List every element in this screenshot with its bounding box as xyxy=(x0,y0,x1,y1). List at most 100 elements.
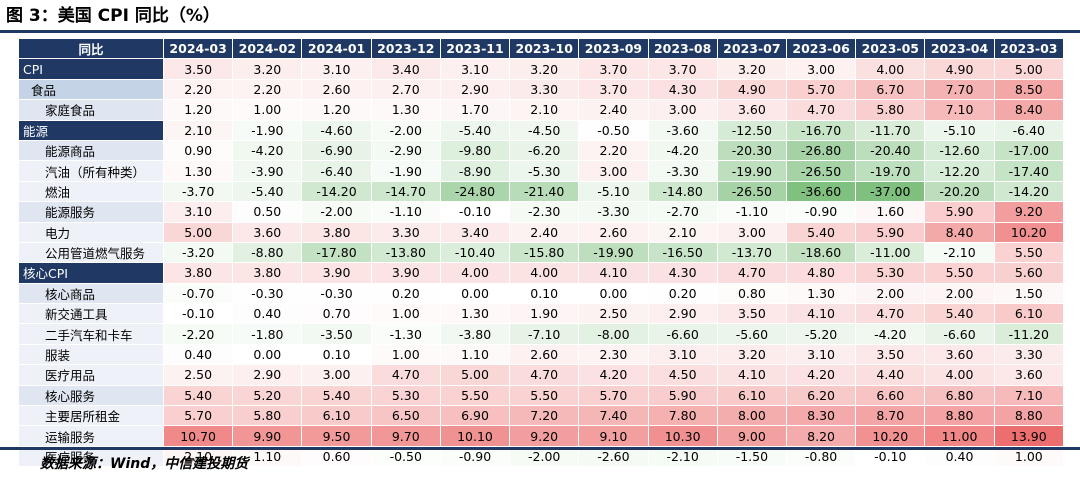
value-cell: -5.40 xyxy=(232,180,303,203)
value-cell: 2.30 xyxy=(578,343,649,366)
value-cell: 3.00 xyxy=(785,58,857,80)
value-cell: 6.90 xyxy=(439,405,511,427)
value-cell: 3.10 xyxy=(439,58,511,80)
value-cell: 2.60 xyxy=(301,78,372,101)
value-cell: -14.20 xyxy=(301,180,372,203)
value-cell: 4.70 xyxy=(509,364,580,386)
row-label: 电力 xyxy=(18,221,164,243)
value-cell: 2.10 xyxy=(509,99,580,121)
value-cell: 5.00 xyxy=(162,221,234,243)
value-cell: 5.90 xyxy=(647,384,718,407)
table-body: CPI 3.50 3.20 3.10 3.40 3.10 3.20 3.70 3.70 3.20 3… xyxy=(18,58,1065,468)
header-row: 同比 2024-03 2024-02 2024-01 2023-12 2023-11 202… xyxy=(18,37,1065,60)
table-row: 能源 2.10 -1.90 -4.60 -2.00 -5.40 -4.50 -0.50 -3.6… xyxy=(18,119,1065,141)
value-cell: 1.30 xyxy=(162,160,234,182)
value-cell: 2.50 xyxy=(578,303,649,325)
value-cell: 1.00 xyxy=(370,303,441,325)
value-cell: -3.20 xyxy=(162,241,234,264)
value-cell: 0.00 xyxy=(232,343,303,366)
table-row: 核心CPI 3.80 3.80 3.90 3.90 4.00 4.00 4.10 4.30 4.7… xyxy=(18,262,1065,284)
value-cell: 10.20 xyxy=(993,221,1065,243)
value-cell: -2.20 xyxy=(162,323,234,345)
value-cell: 0.40 xyxy=(924,445,995,468)
value-cell: -0.10 xyxy=(855,445,926,468)
value-cell: -24.80 xyxy=(439,180,511,203)
value-cell: -3.50 xyxy=(301,323,372,345)
value-cell: 10.70 xyxy=(162,425,234,447)
value-cell: -5.10 xyxy=(924,119,995,141)
value-cell: 5.80 xyxy=(232,405,303,427)
value-cell: 1.30 xyxy=(439,303,511,325)
value-cell: 3.20 xyxy=(232,58,303,80)
value-cell: -4.20 xyxy=(647,139,718,162)
column-header-2023-09: 2023-09 xyxy=(578,37,649,60)
value-cell: -7.10 xyxy=(509,323,580,345)
value-cell: 3.00 xyxy=(301,364,372,386)
table-row: 二手汽车和卡车 -2.20 -1.80 -3.50 -1.30 -3.80 -7.10 -8.… xyxy=(18,323,1065,345)
row-label: 新交通工具 xyxy=(18,303,164,325)
value-cell: -10.40 xyxy=(439,241,511,264)
value-cell: -19.70 xyxy=(855,160,926,182)
value-cell: -1.10 xyxy=(370,201,441,223)
cpi-yoy-table: 同比 2024-03 2024-02 2024-01 2023-12 2023-11 202… xyxy=(18,37,1065,468)
value-cell: 8.40 xyxy=(993,99,1065,121)
value-cell: -26.50 xyxy=(716,180,787,203)
value-cell: 3.10 xyxy=(647,343,718,366)
value-cell: 10.20 xyxy=(855,425,926,447)
value-cell: 5.30 xyxy=(370,384,441,407)
value-cell: -26.50 xyxy=(785,160,857,182)
row-label: 核心CPI xyxy=(18,262,164,284)
row-label: 能源商品 xyxy=(18,139,164,162)
value-cell: 6.10 xyxy=(993,303,1065,325)
table-row: CPI 3.50 3.20 3.10 3.40 3.10 3.20 3.70 3.70 3.20 3… xyxy=(18,58,1065,80)
value-cell: 3.20 xyxy=(716,343,787,366)
table-row: 燃油 -3.70 -5.40 -14.20 -14.70 -24.80 -21.40 -5.1… xyxy=(18,180,1065,203)
column-header-2023-05: 2023-05 xyxy=(855,37,926,60)
title-rule xyxy=(0,30,1080,33)
value-cell: -17.00 xyxy=(993,139,1065,162)
value-cell: -0.10 xyxy=(162,303,234,325)
value-cell: 2.10 xyxy=(162,119,234,141)
row-label: 服装 xyxy=(18,343,164,366)
value-cell: -2.60 xyxy=(578,445,649,468)
value-cell: 1.00 xyxy=(232,99,303,121)
value-cell: 0.50 xyxy=(232,201,303,223)
value-cell: 1.00 xyxy=(993,445,1065,468)
value-cell: 3.40 xyxy=(370,58,441,80)
figure-title: 图 3：美国 CPI 同比（%） xyxy=(6,6,220,26)
value-cell: 0.10 xyxy=(509,282,580,305)
bottom-rule xyxy=(0,447,1080,450)
value-cell: 5.40 xyxy=(301,384,372,407)
value-cell: 6.10 xyxy=(716,384,787,407)
value-cell: 3.30 xyxy=(993,343,1065,366)
value-cell: 2.10 xyxy=(647,221,718,243)
value-cell: 4.70 xyxy=(716,262,787,284)
table-row: 能源服务 3.10 0.50 -2.00 -1.10 -0.10 -2.30 -3.30 -2.… xyxy=(18,201,1065,223)
value-cell: 3.80 xyxy=(301,221,372,243)
table-row: 家庭食品 1.20 1.00 1.20 1.30 1.70 2.10 2.40 3.00 3.60… xyxy=(18,99,1065,121)
value-cell: 4.70 xyxy=(370,364,441,386)
value-cell: 4.50 xyxy=(647,364,718,386)
value-cell: 4.30 xyxy=(647,262,718,284)
value-cell: 1.90 xyxy=(509,303,580,325)
value-cell: 5.50 xyxy=(924,262,995,284)
value-cell: 4.20 xyxy=(785,364,857,386)
value-cell: -17.80 xyxy=(301,241,372,264)
value-cell: 4.90 xyxy=(716,78,787,101)
value-cell: -4.20 xyxy=(232,139,303,162)
value-cell: 0.40 xyxy=(232,303,303,325)
table-row: 新交通工具 -0.10 0.40 0.70 1.00 1.30 1.90 2.50 2.90 3.… xyxy=(18,303,1065,325)
value-cell: -4.20 xyxy=(855,323,926,345)
value-cell: 3.60 xyxy=(716,99,787,121)
value-cell: 3.60 xyxy=(924,343,995,366)
value-cell: 4.20 xyxy=(578,364,649,386)
value-cell: 5.50 xyxy=(993,241,1065,264)
value-cell: 9.90 xyxy=(232,425,303,447)
row-label: 食品 xyxy=(18,78,164,101)
value-cell: -6.60 xyxy=(647,323,718,345)
value-cell: 3.10 xyxy=(301,58,372,80)
value-cell: 1.20 xyxy=(301,99,372,121)
value-cell: -20.40 xyxy=(855,139,926,162)
value-cell: 2.40 xyxy=(509,221,580,243)
value-cell: 9.20 xyxy=(509,425,580,447)
